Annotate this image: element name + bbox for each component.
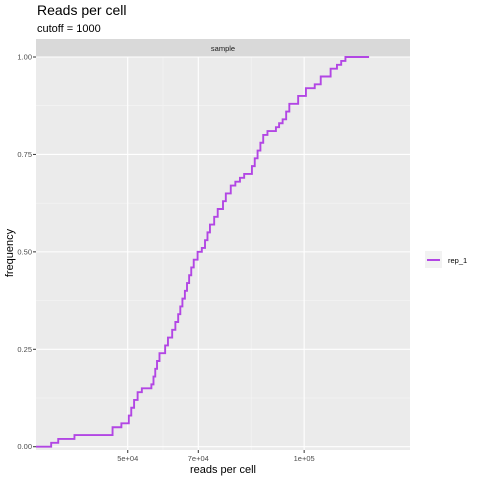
x-tick-label: 5e+04 (117, 454, 138, 463)
legend: rep_1 (425, 251, 467, 268)
facet-strip (36, 39, 410, 57)
y-tick-label: 1.00 (17, 53, 32, 62)
x-tick-label: 1e+05 (294, 454, 315, 463)
y-tick-label: 0.75 (17, 150, 32, 159)
series-layer (36, 56, 370, 448)
y-axis: 0.00 0.25 0.50 0.75 1.00 (17, 53, 36, 451)
facet-label: sample (211, 44, 235, 53)
chart-title: Reads per cell (37, 2, 127, 18)
x-tick-label: 7e+04 (188, 454, 209, 463)
y-tick-label: 0.25 (17, 345, 32, 354)
y-tick-label: 0.00 (17, 442, 32, 451)
y-tick-label: 0.50 (17, 247, 32, 256)
chart-subtitle: cutoff = 1000 (37, 23, 101, 35)
x-axis: 5e+04 7e+04 1e+05 (117, 450, 315, 463)
y-axis-label: frequency (4, 228, 16, 277)
plot-panel (36, 57, 410, 450)
legend-label: rep_1 (448, 256, 467, 265)
series-line-rep_1 (36, 56, 370, 448)
x-axis-label: reads per cell (190, 464, 256, 476)
